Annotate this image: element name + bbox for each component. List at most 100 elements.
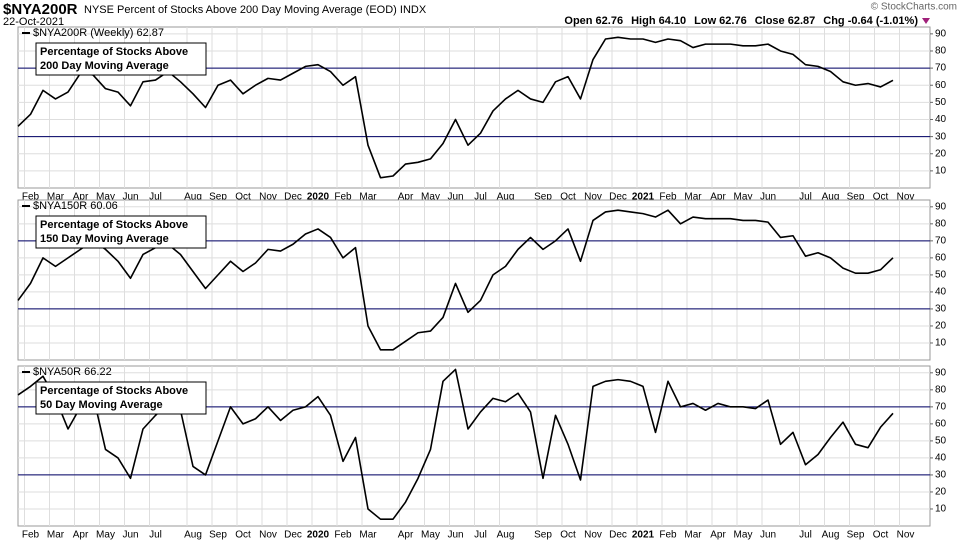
y-tick-label: 30 [935,304,947,315]
annotation-box [35,42,207,76]
x-tick-label: 2020 [307,192,330,203]
x-tick-label: Feb [659,530,677,540]
y-tick-label: 90 [935,28,947,39]
y-tick-label: 80 [935,218,947,229]
header-title: NYSE Percent of Stocks Above 200 Day Mov… [84,4,427,16]
x-tick-label: Oct [235,192,251,203]
symbol: $NYA200R [3,1,78,18]
x-tick-label: Aug [497,530,515,540]
x-tick-label: Nov [897,530,915,540]
x-tick-label: Sep [534,192,552,203]
x-tick-label: Oct [873,530,889,540]
x-tick-label: May [421,530,440,540]
y-tick-label: 20 [935,487,947,498]
y-tick-label: 20 [935,148,947,159]
x-tick-label: Jul [474,530,487,540]
x-tick-label: Oct [235,530,251,540]
y-tick-label: 40 [935,287,947,298]
x-tick-label: Feb [22,530,40,540]
x-tick-label: Aug [822,530,840,540]
x-tick-label: Dec [609,530,627,540]
annotation-box [35,215,207,249]
quote-item: High 64.10 [631,15,686,27]
y-tick-label: 80 [935,46,947,57]
y-tick-label: 20 [935,321,947,332]
x-tick-label: Feb [334,530,352,540]
annotation: 150 Day Moving Average [40,233,169,245]
quote: Chg -0.64 (-1.01%) Close 62.87 Low 62.76 Hi… [564,15,918,27]
y-tick-label: 30 [935,470,947,481]
x-tick-label: Sep [847,530,865,540]
annotation: Percentage of Stocks Above [40,385,188,397]
x-tick-label: Jun [760,192,776,203]
x-tick-label: Mar [47,530,65,540]
x-tick-label: Apr [710,530,726,540]
x-tick-label: Aug [822,192,840,203]
x-tick-label: Apr [73,530,89,540]
x-tick-label: May [96,192,115,203]
annotation: 50 Day Moving Average [40,399,163,411]
x-tick-label: Jun [447,192,463,203]
y-tick-label: 70 [935,401,947,412]
x-tick-label: Sep [847,192,865,203]
x-tick-label: 2021 [632,530,655,540]
y-tick-label: 70 [935,235,947,246]
x-tick-label: Sep [209,192,227,203]
y-tick-label: 30 [935,131,947,142]
x-tick-label: May [96,530,115,540]
quote-item: Close 62.87 [755,15,816,27]
x-tick-label: Oct [873,192,889,203]
annotation: Percentage of Stocks Above [40,46,188,58]
x-tick-label: Feb [334,192,352,203]
y-tick-label: 90 [935,201,947,212]
x-tick-label: Jun [447,530,463,540]
x-tick-label: Sep [209,530,227,540]
x-tick-label: Dec [284,530,302,540]
x-tick-label: Nov [259,530,277,540]
x-tick-label: Aug [184,530,202,540]
x-tick-label: Mar [359,192,377,203]
annotation-box [35,381,207,415]
y-tick-label: 50 [935,436,947,447]
panel-label: $NYA150R 60.06 [33,200,118,212]
x-tick-label: Apr [73,192,89,203]
y-tick-label: 90 [935,367,947,378]
x-tick-label: 2021 [632,192,655,203]
x-tick-label: Jul [799,192,812,203]
down-arrow [922,18,930,24]
x-tick-label: Mar [684,530,702,540]
x-tick-label: Nov [584,530,602,540]
x-tick-label: Nov [584,192,602,203]
x-tick-label: Oct [560,192,576,203]
x-tick-label: 2020 [307,530,330,540]
annotation: Percentage of Stocks Above [40,219,188,231]
x-tick-label: Apr [398,192,414,203]
x-tick-label: Dec [284,192,302,203]
y-tick-label: 70 [935,63,947,74]
x-tick-label: Nov [259,192,277,203]
panel-label: $NYA200R (Weekly) 62.87 [33,27,164,39]
quote-item: Low 62.76 [694,15,747,27]
x-tick-label: Apr [398,530,414,540]
x-tick-label: Sep [534,530,552,540]
y-tick-label: 50 [935,270,947,281]
quote-item: Open 62.76 [564,15,623,27]
y-tick-label: 50 [935,97,947,108]
x-tick-label: Feb [659,192,677,203]
x-tick-label: May [734,192,753,203]
x-tick-label: Oct [560,530,576,540]
y-tick-label: 10 [935,338,947,349]
x-tick-label: Jun [122,192,138,203]
y-tick-label: 80 [935,384,947,395]
x-tick-label: Aug [184,192,202,203]
x-tick-label: Mar [359,530,377,540]
date: 22-Oct-2021 [3,16,64,28]
x-tick-label: Aug [497,192,515,203]
x-tick-label: May [421,192,440,203]
x-tick-label: Feb [22,192,40,203]
x-tick-label: Dec [609,192,627,203]
x-tick-label: Jun [760,530,776,540]
x-tick-label: May [734,530,753,540]
x-tick-label: Jul [149,192,162,203]
